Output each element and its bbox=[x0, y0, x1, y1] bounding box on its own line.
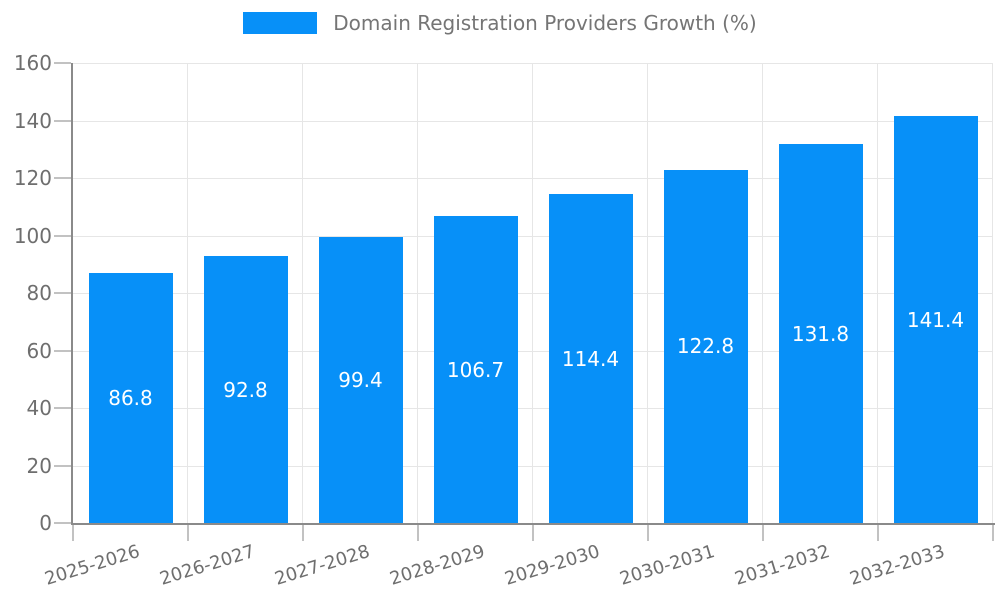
x-axis-tick bbox=[532, 525, 534, 541]
bar[interactable]: 86.8 bbox=[88, 273, 173, 523]
x-axis-line bbox=[71, 523, 995, 525]
y-axis-tick bbox=[54, 119, 71, 122]
bar-value-label: 122.8 bbox=[676, 334, 735, 359]
gridline-horizontal bbox=[73, 465, 993, 467]
y-axis-tick bbox=[54, 62, 71, 64]
bar[interactable]: 92.8 bbox=[203, 256, 288, 523]
gridline-horizontal bbox=[73, 178, 993, 179]
x-axis-tick-label: 2026-2027 bbox=[157, 541, 258, 590]
bar[interactable]: 131.8 bbox=[778, 144, 863, 523]
y-axis-tick-label: 40 bbox=[26, 396, 52, 420]
x-axis-tick bbox=[647, 525, 649, 541]
x-axis-tick-label: 2027-2028 bbox=[272, 541, 373, 590]
gridline-horizontal bbox=[73, 120, 993, 122]
y-axis-tick-label: 0 bbox=[39, 511, 52, 535]
y-axis-tick-label: 120 bbox=[13, 166, 52, 190]
bar-value-label: 114.4 bbox=[561, 346, 620, 371]
y-axis-tick-label: 160 bbox=[13, 51, 52, 75]
gridline-horizontal bbox=[73, 63, 993, 64]
y-axis-line bbox=[71, 63, 73, 525]
gridline-vertical bbox=[302, 63, 303, 523]
bar[interactable]: 99.4 bbox=[318, 237, 403, 523]
y-axis-tick bbox=[54, 177, 71, 179]
y-axis-tick-label: 80 bbox=[26, 281, 52, 305]
bar-value-label: 106.7 bbox=[446, 357, 505, 382]
gridline-horizontal bbox=[73, 235, 993, 237]
y-axis-tick bbox=[54, 234, 71, 237]
gridline-vertical bbox=[992, 63, 993, 523]
gridline-horizontal bbox=[73, 350, 993, 352]
x-axis-tick-label: 2025-2026 bbox=[42, 541, 143, 590]
x-axis-tick bbox=[762, 525, 764, 541]
x-axis-tick-label: 2029-2030 bbox=[502, 541, 603, 590]
gridline-horizontal bbox=[73, 408, 993, 409]
bar[interactable]: 106.7 bbox=[433, 216, 518, 523]
y-axis-tick-label: 140 bbox=[13, 108, 52, 133]
x-axis-tick bbox=[187, 525, 189, 541]
legend: Domain Registration Providers Growth (%) bbox=[0, 0, 1000, 46]
x-axis-tick bbox=[877, 525, 879, 541]
legend-label: Domain Registration Providers Growth (%) bbox=[333, 11, 757, 35]
x-axis-tick bbox=[302, 525, 304, 541]
y-axis-tick bbox=[54, 464, 71, 467]
legend-swatch bbox=[243, 12, 318, 34]
legend-item[interactable]: Domain Registration Providers Growth (%) bbox=[243, 11, 757, 35]
gridline-horizontal bbox=[73, 293, 993, 294]
y-axis-tick-label: 60 bbox=[26, 338, 52, 363]
bar-value-label: 99.4 bbox=[338, 368, 383, 393]
x-axis-tick bbox=[992, 525, 994, 541]
x-axis-tick-label: 2032-2033 bbox=[847, 541, 948, 590]
x-axis-tick-label: 2030-2031 bbox=[617, 541, 718, 590]
y-axis-tick bbox=[54, 407, 71, 409]
bar[interactable]: 114.4 bbox=[548, 194, 633, 523]
x-axis-tick-label: 2031-2032 bbox=[732, 541, 833, 590]
plot-area: 86.8 92.8 99.4 106.7 114.4 122.8 131.8 141.4 bbox=[73, 63, 993, 523]
bar-value-label: 86.8 bbox=[108, 386, 153, 411]
y-axis-tick-label: 20 bbox=[26, 453, 52, 478]
y-axis-tick bbox=[54, 292, 71, 294]
gridline-vertical bbox=[417, 63, 418, 523]
x-axis-tick bbox=[72, 525, 74, 541]
gridline-vertical bbox=[532, 63, 533, 523]
gridline-vertical bbox=[762, 63, 763, 523]
y-axis-tick bbox=[54, 522, 71, 524]
x-axis-tick-label: 2028-2029 bbox=[387, 541, 488, 590]
bar-value-label: 141.4 bbox=[906, 307, 965, 332]
bar-value-label: 131.8 bbox=[791, 321, 850, 346]
bar-value-label: 92.8 bbox=[223, 377, 268, 402]
gridline-vertical bbox=[187, 63, 188, 523]
gridline-vertical bbox=[647, 63, 648, 523]
bar[interactable]: 141.4 bbox=[893, 116, 978, 523]
x-axis-tick bbox=[417, 525, 419, 541]
bar[interactable]: 122.8 bbox=[663, 169, 748, 523]
y-axis-tick-label: 100 bbox=[13, 223, 52, 248]
gridline-vertical bbox=[877, 63, 878, 523]
y-axis-tick bbox=[54, 349, 71, 352]
